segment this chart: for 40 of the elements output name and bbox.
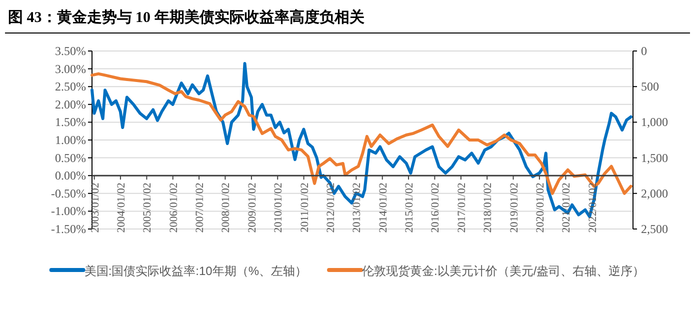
x-tick-label: 2021/01/02 xyxy=(560,182,573,233)
y-tick-label: 1.50% xyxy=(55,115,86,130)
x-tick-label: 2013/01/02 xyxy=(351,182,364,233)
y-tick-label: 2.50% xyxy=(55,80,86,94)
y2-tick-label: 1,500 xyxy=(641,150,668,165)
x-tick-label: 2018/01/02 xyxy=(482,182,494,233)
x-tick-label: 2020/01/02 xyxy=(534,182,546,233)
y-tick-label: -1.50% xyxy=(51,222,86,236)
legend-label: 美国:国债实际收益率:10年期（%、左轴） xyxy=(84,264,308,278)
legend-label: 伦敦现货黄金:以美元计价（美元/盎司、右轴、逆序） xyxy=(362,264,645,278)
x-tick-label: 2011/01/02 xyxy=(298,182,311,232)
x-tick-label: 2012/01/02 xyxy=(324,182,337,233)
y2-tick-label: 1,000 xyxy=(641,115,668,130)
x-tick-label: 2008/01/02 xyxy=(220,182,232,233)
y2-tick-label: 500 xyxy=(641,80,659,94)
y-tick-label: 2.00% xyxy=(55,97,86,112)
y-tick-label: -0.50% xyxy=(51,186,86,200)
x-tick-label: 2014/01/02 xyxy=(377,182,390,233)
chart-title: 图 43：黄金走势与 10 年期美债实际收益率高度负相关 xyxy=(8,8,364,26)
x-tick-label: 2019/01/02 xyxy=(508,182,520,233)
x-tick-label: 2006/01/02 xyxy=(168,182,180,233)
x-tick-label: 2015/01/02 xyxy=(404,182,416,233)
y-tick-label: 3.00% xyxy=(55,62,86,76)
x-tick-label: 2004/01/02 xyxy=(115,182,128,233)
y2-tick-label: 2,000 xyxy=(641,186,668,200)
x-tick-label: 2009/01/02 xyxy=(246,182,258,233)
x-tick-label: 2017/01/02 xyxy=(456,182,468,233)
y-tick-label: -1.00% xyxy=(51,204,86,218)
y2-tick-label: 2,500 xyxy=(641,222,668,236)
x-tick-label: 2005/01/02 xyxy=(142,182,154,233)
x-tick-label: 2016/01/02 xyxy=(430,182,442,233)
y-tick-label: 3.50% xyxy=(55,44,86,58)
x-tick-label: 2007/01/02 xyxy=(194,182,206,233)
y-tick-label: 0.50% xyxy=(55,150,86,165)
y2-tick-label: 0 xyxy=(641,44,647,58)
x-tick-label: 2022/01/02 xyxy=(586,182,599,233)
y-tick-label: 0.00% xyxy=(55,168,86,183)
x-tick-label: 2003/01/02 xyxy=(89,182,102,233)
x-tick-label: 2010/01/02 xyxy=(272,182,285,233)
y-tick-label: 1.00% xyxy=(55,133,86,147)
